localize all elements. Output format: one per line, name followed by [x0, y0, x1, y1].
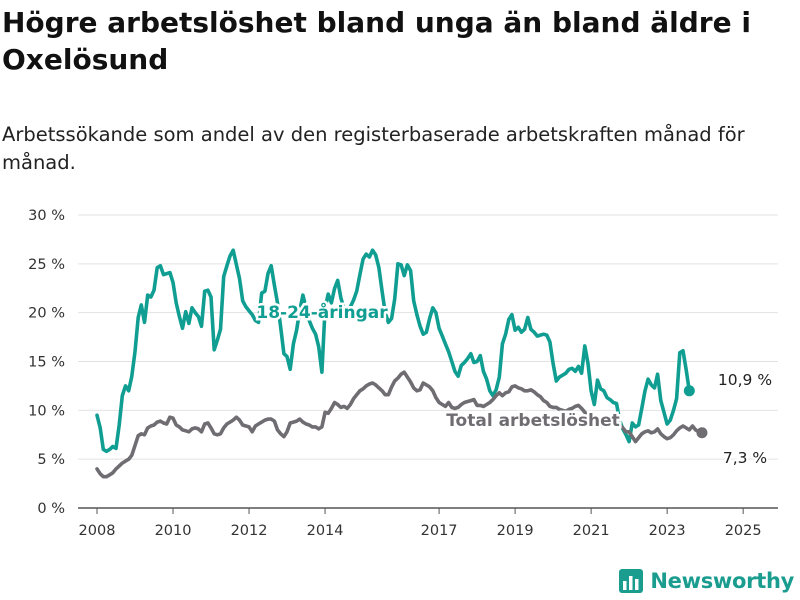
- chart-subtitle: Arbetssökande som andel av den registerb…: [2, 123, 745, 174]
- y-grid: [78, 214, 778, 509]
- y-tick-label: 5 %: [37, 452, 65, 468]
- y-tick-label: 20 %: [28, 306, 65, 322]
- chart-title: Högre arbetslöshet bland unga än bland ä…: [2, 6, 751, 76]
- x-tick-label: 2008: [79, 523, 116, 539]
- x-tick-label: 2021: [573, 523, 610, 539]
- x-tick-label: 2014: [307, 523, 344, 539]
- y-tick-label: 10 %: [28, 403, 65, 419]
- bar-chart-icon: [619, 569, 644, 593]
- youth-series-line: [95, 248, 692, 454]
- x-tick-label: 2012: [231, 523, 268, 539]
- total-series-line: [95, 370, 704, 479]
- total-series-label: Total arbetslöshet: [446, 411, 620, 431]
- y-axis: 0 % 5 % 10 % 15 % 20 % 25 % 30 %: [28, 208, 65, 517]
- x-tick-label: 2025: [725, 523, 762, 539]
- y-tick-label: 25 %: [28, 257, 65, 273]
- line-chart: 0 %5 %10 %15 %20 %25 %30 % 2008 2010 2012 2…: [28, 208, 778, 539]
- logo-text: Newsworthy: [650, 569, 794, 593]
- y-tick-label: 30 %: [28, 208, 65, 224]
- youth-series-label: 18-24-åringar: [256, 301, 388, 323]
- x-tick-label: 2023: [649, 523, 686, 539]
- total-end-value: 7,3 %: [723, 449, 767, 467]
- y-tick-label: 0 %: [37, 501, 65, 517]
- x-tick-label: 2019: [497, 523, 534, 539]
- newsworthy-logo: Newsworthy: [618, 568, 794, 594]
- youth-end-point: [683, 385, 695, 397]
- x-axis: 2008 2010 2012 2014 2017 2019 2021 2023 2025: [79, 508, 762, 539]
- series-labels: 18-24-åringar Total arbetslöshet 10,9 % 7,3…: [254, 299, 774, 470]
- x-tick-label: 2017: [421, 523, 458, 539]
- youth-end-value: 10,9 %: [718, 371, 772, 389]
- y-tick-label: 15 %: [28, 355, 65, 371]
- x-tick-label: 2010: [155, 523, 192, 539]
- series-lines: [95, 248, 708, 479]
- total-end-point: [696, 427, 708, 439]
